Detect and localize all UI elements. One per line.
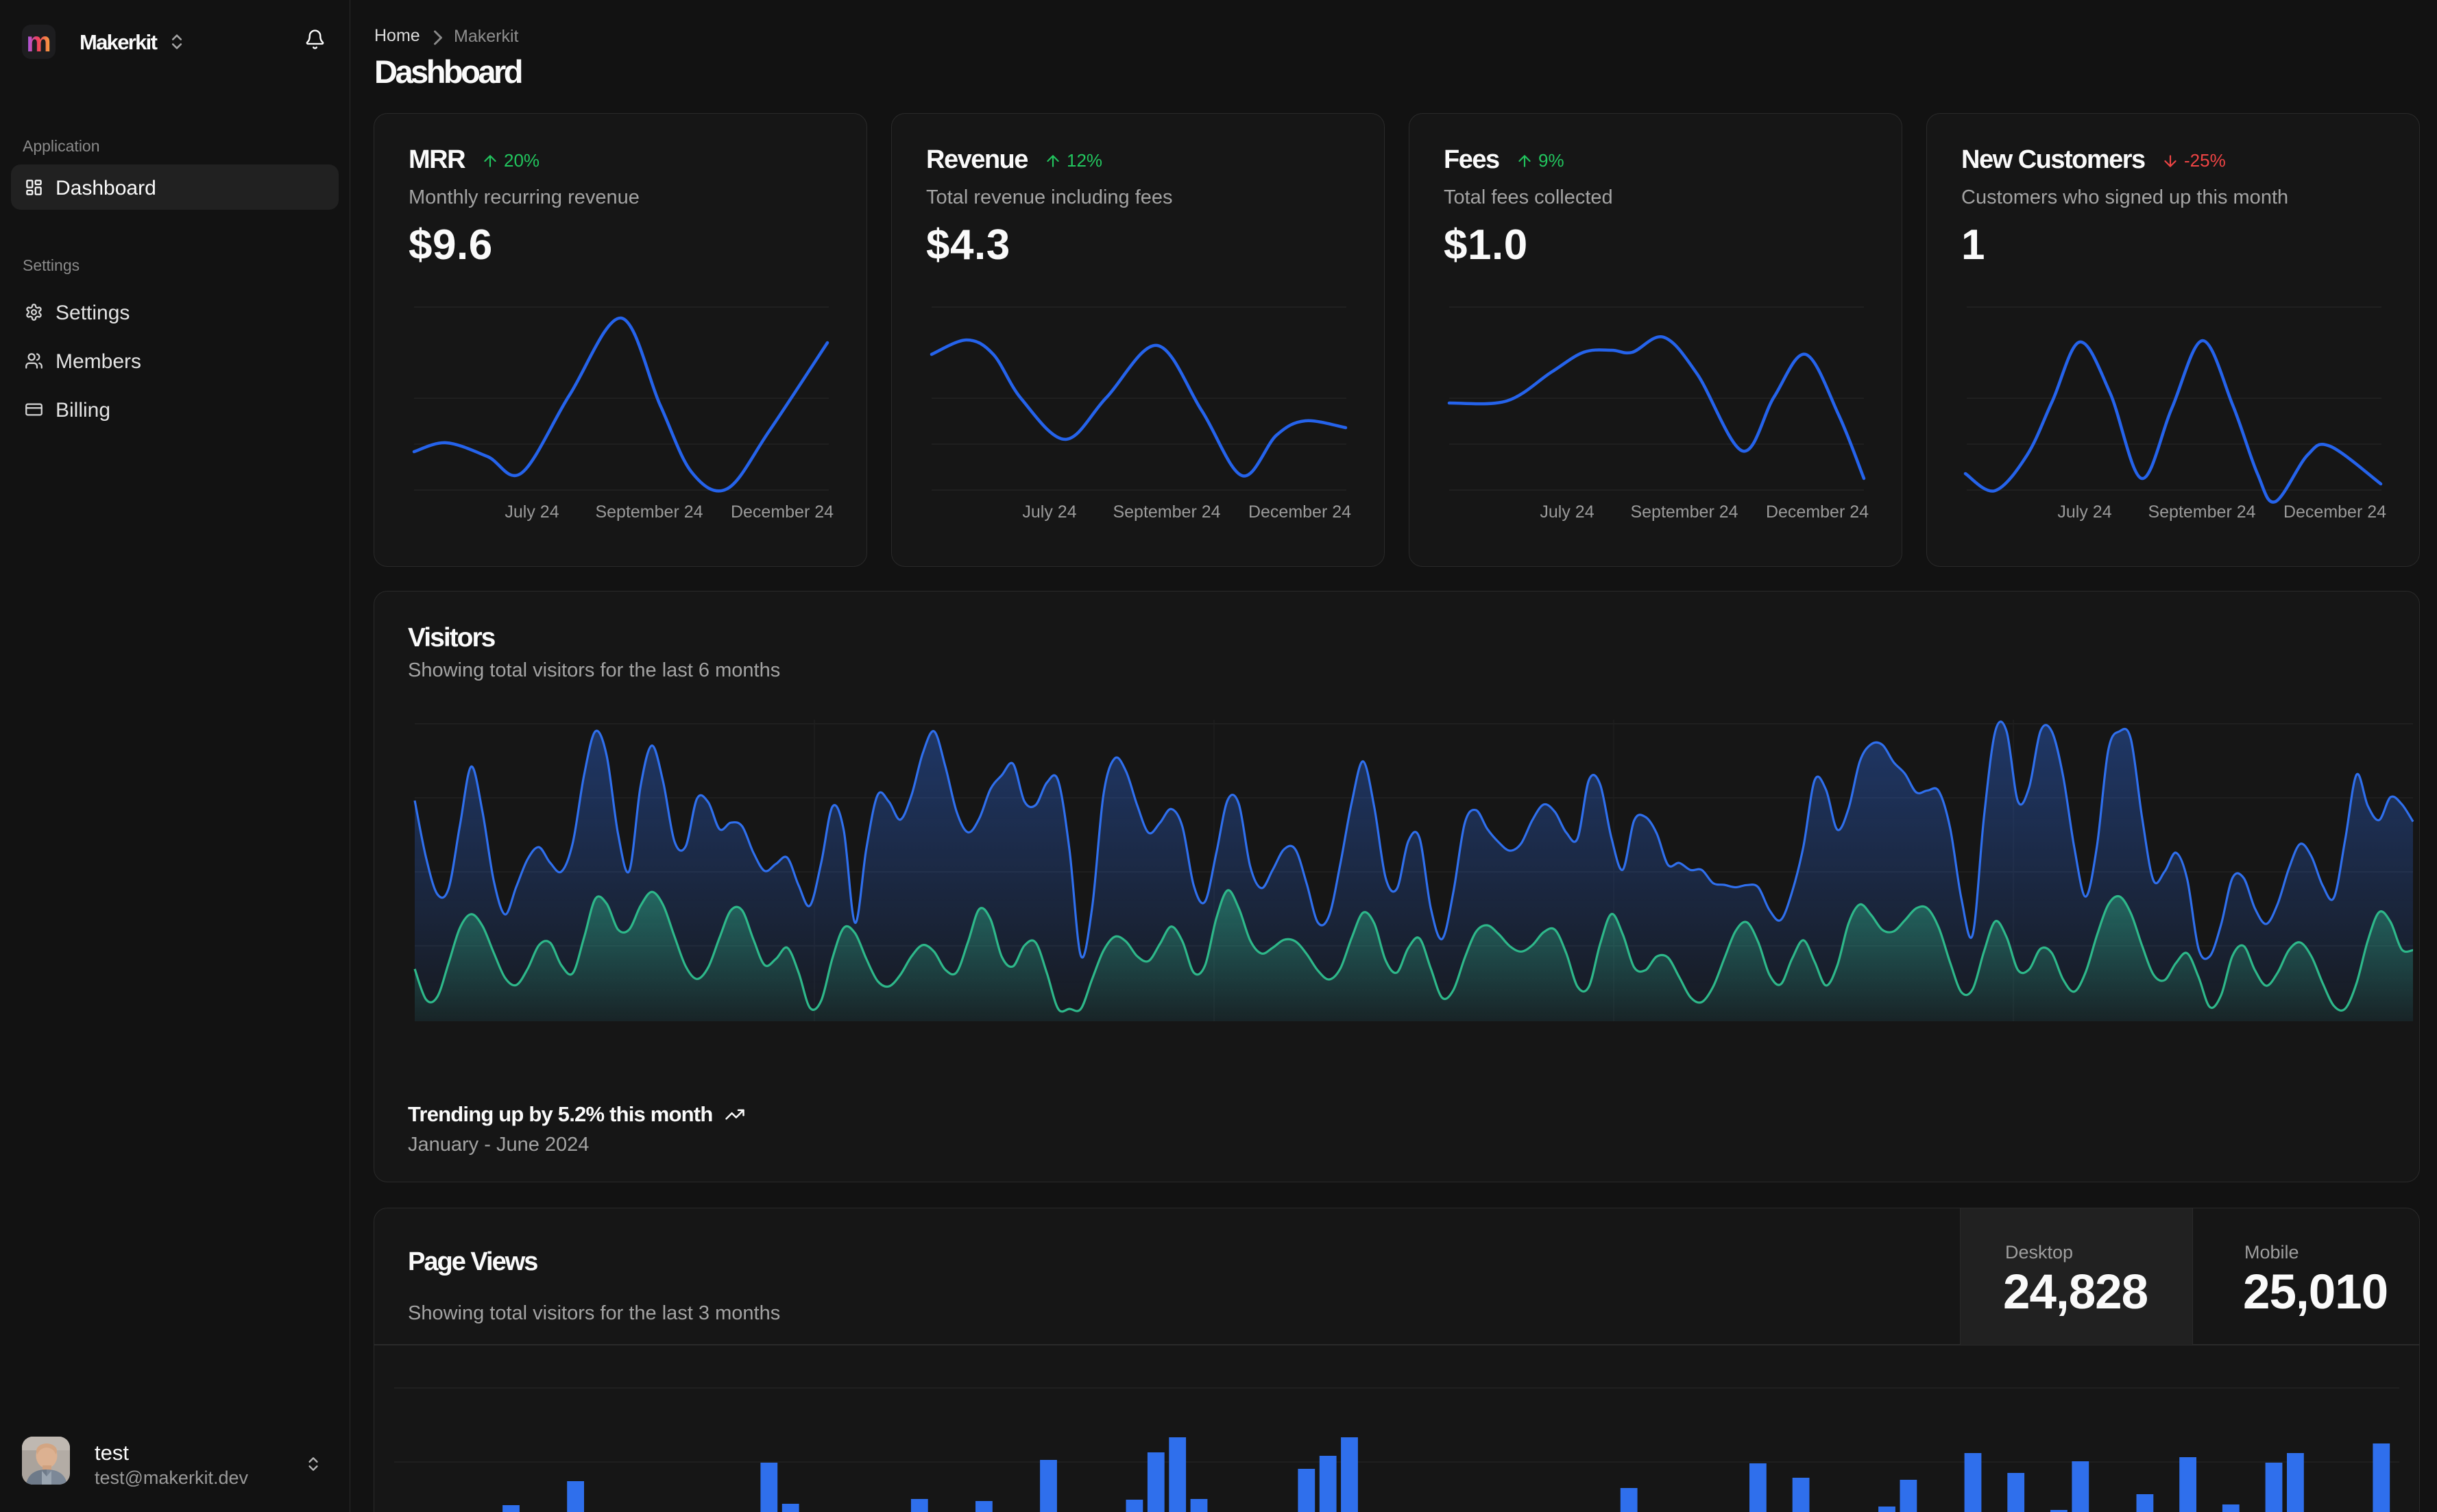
svg-text:m: m — [26, 26, 51, 58]
